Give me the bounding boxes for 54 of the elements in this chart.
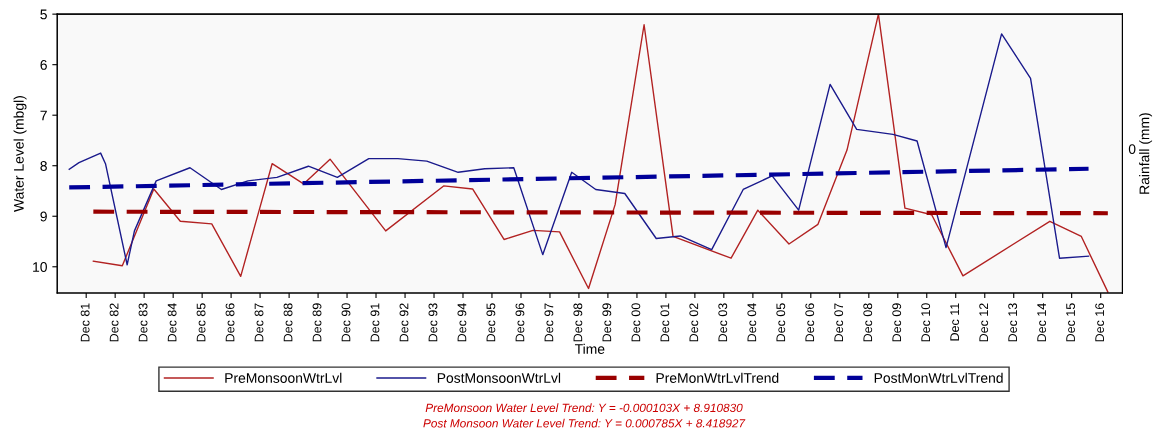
x-tick-label: Dec 06 (805, 303, 815, 342)
x-tick-label: Dec 94 (457, 303, 467, 342)
x-tick-label: Dec 13 (1008, 303, 1018, 342)
legend-label: PostMonsoonWtrLvl (437, 372, 561, 383)
x-tick-label: Dec 82 (109, 303, 119, 342)
x-tick-label: Dec 05 (776, 303, 786, 342)
x-tick-label: Dec 90 (341, 303, 351, 342)
legend-label: PostMonWtrLvlTrend (874, 372, 1003, 383)
x-tick-label: Dec 91 (370, 303, 380, 342)
x-tick-label: Dec 02 (689, 303, 699, 342)
x-tick-label: Dec 85 (196, 303, 206, 342)
x-tick-label: Dec 03 (718, 303, 728, 342)
x-tick-label: Dec 92 (399, 303, 409, 342)
x-tick-label: Dec 11 (950, 303, 960, 341)
text: Post Monsoon Water Level Trend: Y = 0.000785X + 8.418927 (423, 418, 746, 428)
y-tick-label: 5 (40, 9, 47, 20)
text: PreMonsoon Water Level Trend: Y = -0.000103X + 8.910830 (425, 403, 743, 413)
x-tick-label: Dec 15 (1066, 303, 1076, 342)
x-tick-label: Dec 14 (1037, 303, 1047, 342)
y-tick-label: 6 (40, 60, 47, 70)
x-tick-label: Dec 87 (254, 303, 264, 342)
x-tick-label: Dec 12 (979, 303, 989, 342)
x-tick-label: Dec 98 (573, 303, 583, 342)
x-tick-label: Dec 07 (834, 303, 844, 342)
legend-label: PreMonWtrLvlTrend (656, 372, 779, 383)
x-tick-label: Dec 88 (283, 303, 293, 342)
y2-axis-title: Rainfall (mm) (1139, 113, 1153, 194)
x-tick-label: Dec 01 (660, 303, 670, 342)
x-tick-label: Dec 09 (892, 303, 902, 342)
x-tick-label: Dec 83 (138, 303, 148, 342)
y-axis-title: Water Level (mbgl) (13, 96, 27, 212)
line-series (92, 14, 1109, 293)
x-tick-label: Dec 84 (167, 303, 177, 342)
x-tick-label: Dec 00 (631, 303, 641, 342)
line-series (68, 33, 1090, 266)
y-tick-label: 8 (40, 161, 47, 171)
y-tick-label: 10 (33, 262, 47, 272)
x-tick-label: Dec 93 (428, 303, 438, 342)
x-tick-label: Dec 96 (515, 303, 525, 342)
y-tick-label: 7 (40, 110, 47, 121)
legend-label: PreMonsoonWtrLvl (225, 372, 342, 383)
x-tick-label: Dec 04 (747, 303, 757, 342)
x-tick-label: Dec 99 (602, 303, 612, 342)
x-tick-label: Dec 97 (544, 303, 554, 342)
x-tick-label: Dec 89 (312, 303, 322, 342)
x-axis-title: Time (574, 343, 605, 354)
y-tick-label: 9 (40, 211, 47, 222)
x-tick-label: Dec 10 (921, 303, 931, 342)
x-tick-label: Dec 16 (1095, 303, 1105, 342)
text: 0 (1128, 144, 1136, 155)
x-tick-label: Dec 86 (225, 303, 235, 342)
x-tick-label: Dec 95 (486, 303, 496, 342)
x-tick-label: Dec 81 (80, 303, 90, 342)
x-tick-label: Dec 08 (863, 303, 873, 342)
